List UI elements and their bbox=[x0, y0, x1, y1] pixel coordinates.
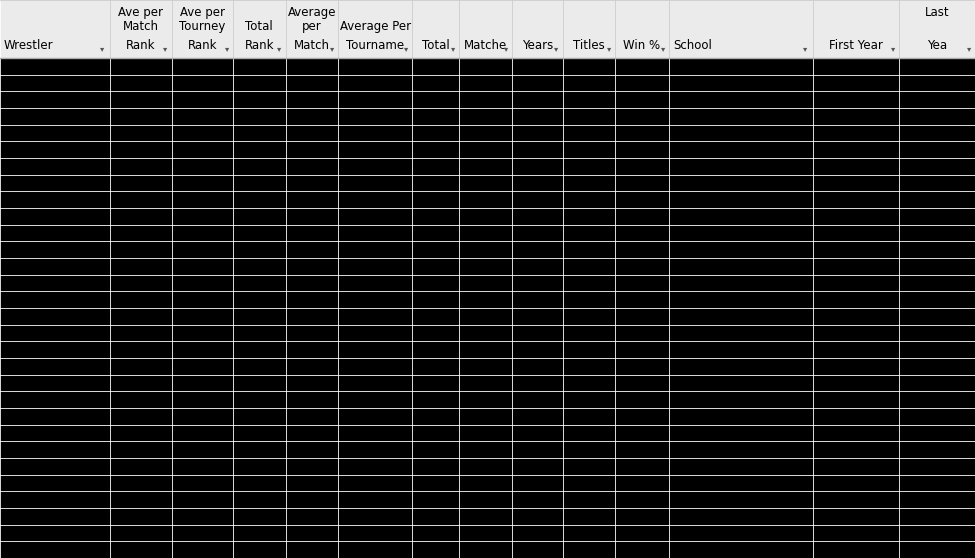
Text: Ave per: Ave per bbox=[118, 6, 164, 19]
Text: Ave per: Ave per bbox=[179, 6, 225, 19]
Text: School: School bbox=[673, 39, 712, 52]
Text: Rank: Rank bbox=[245, 39, 274, 52]
Text: Average Per: Average Per bbox=[340, 20, 410, 33]
Text: ▾: ▾ bbox=[278, 44, 282, 53]
Text: ▾: ▾ bbox=[225, 44, 229, 53]
Text: ▾: ▾ bbox=[331, 44, 334, 53]
Text: Last: Last bbox=[924, 6, 950, 19]
Text: Yea: Yea bbox=[927, 39, 947, 52]
Text: Rank: Rank bbox=[126, 39, 156, 52]
Text: ▾: ▾ bbox=[802, 44, 807, 53]
Text: Total: Total bbox=[422, 39, 449, 52]
Text: Rank: Rank bbox=[187, 39, 217, 52]
Text: Titles: Titles bbox=[573, 39, 604, 52]
Text: Tourname: Tourname bbox=[346, 39, 405, 52]
Text: ▾: ▾ bbox=[891, 44, 895, 53]
Text: Match: Match bbox=[294, 39, 330, 52]
Text: Match: Match bbox=[123, 20, 159, 33]
Text: ▾: ▾ bbox=[555, 44, 559, 53]
Text: Tourney: Tourney bbox=[179, 20, 225, 33]
Text: per: per bbox=[302, 20, 322, 33]
Text: ▾: ▾ bbox=[99, 44, 104, 53]
Bar bbox=[0, 58, 975, 558]
Text: Win %: Win % bbox=[623, 39, 661, 52]
Text: ▾: ▾ bbox=[405, 44, 409, 53]
Text: ▾: ▾ bbox=[661, 44, 665, 53]
Text: ▾: ▾ bbox=[607, 44, 611, 53]
Text: Matche: Matche bbox=[464, 39, 507, 52]
Text: Average: Average bbox=[288, 6, 336, 19]
Text: ▾: ▾ bbox=[967, 44, 971, 53]
Text: ▾: ▾ bbox=[451, 44, 455, 53]
Bar bbox=[0, 0, 975, 58]
Text: Years: Years bbox=[522, 39, 553, 52]
Text: First Year: First Year bbox=[829, 39, 883, 52]
Text: ▾: ▾ bbox=[164, 44, 168, 53]
Text: ▾: ▾ bbox=[504, 44, 508, 53]
Text: Total: Total bbox=[246, 20, 273, 33]
Text: Wrestler: Wrestler bbox=[4, 39, 54, 52]
